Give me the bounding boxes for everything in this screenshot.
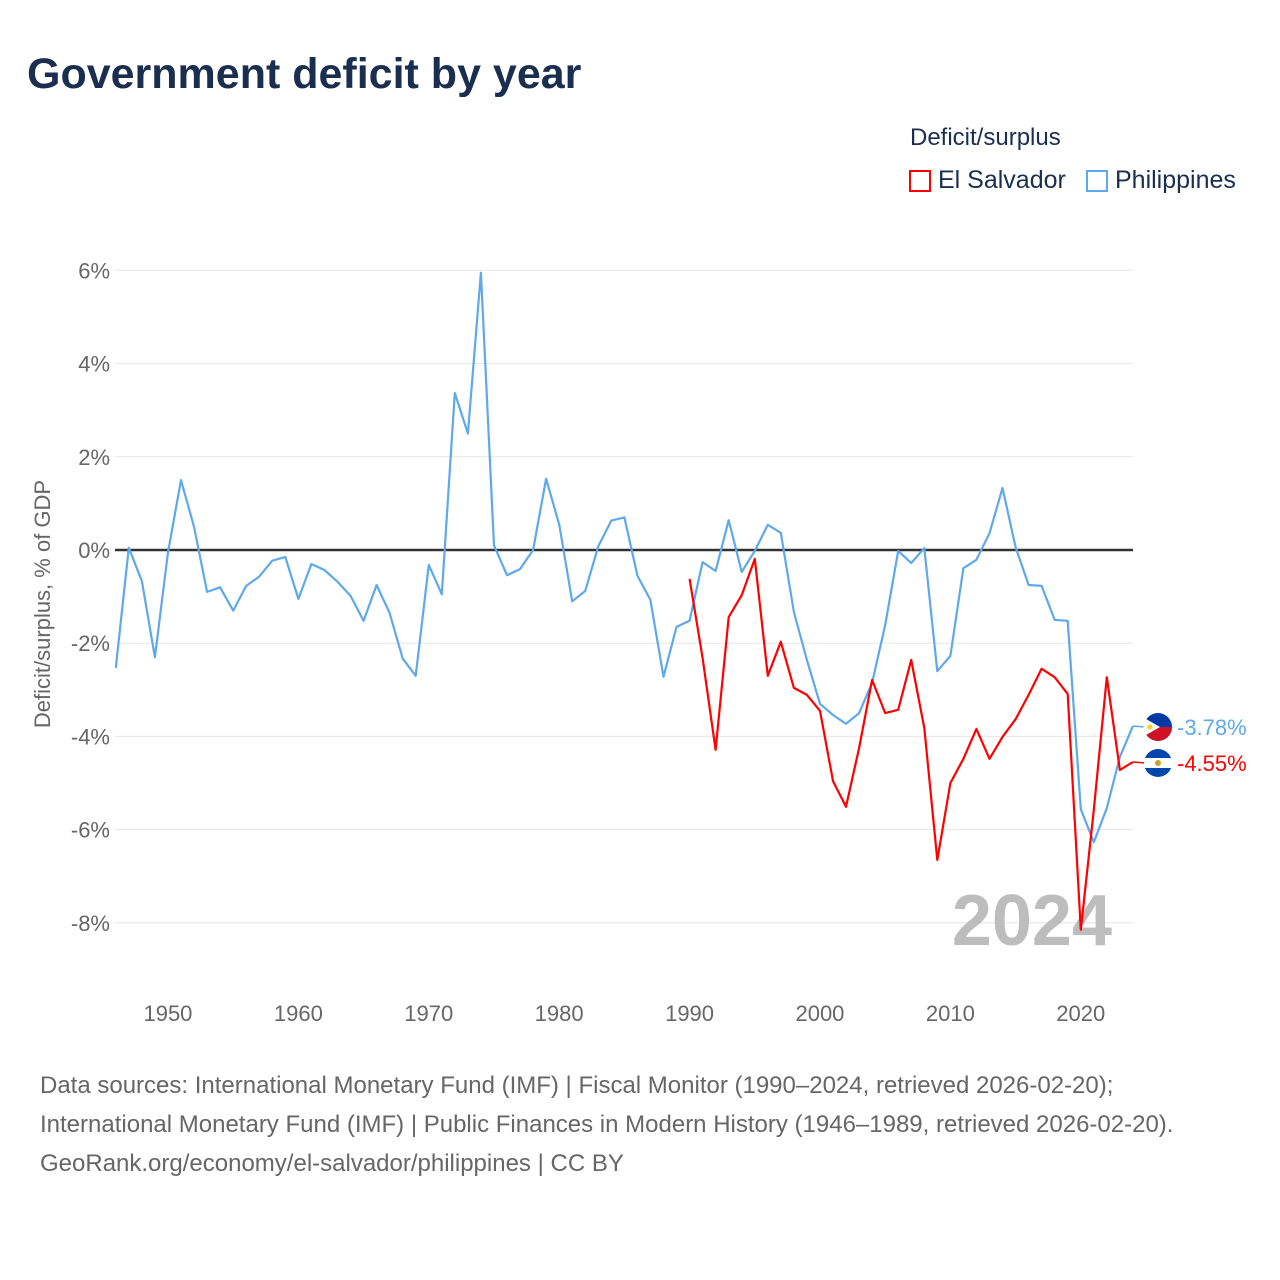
x-tick-label: 2010	[926, 1001, 975, 1026]
series-line-philippines	[114, 271, 1134, 844]
credit-link[interactable]: GeoRank.org/economy/el-salvador/philippi…	[40, 1150, 624, 1177]
x-tick-label: 1970	[404, 1001, 453, 1026]
end-label-el-salvador: -4.55%	[1177, 751, 1247, 776]
year-watermark: 2024	[952, 881, 1112, 961]
footer: Data sources: International Monetary Fun…	[40, 1066, 1240, 1183]
data-sources: Data sources: International Monetary Fun…	[40, 1072, 1174, 1138]
y-tick-label: 6%	[78, 258, 110, 283]
end-label-philippines: -3.78%	[1177, 715, 1247, 740]
el-salvador-flag-emblem	[1155, 760, 1161, 766]
y-tick-label: -4%	[71, 724, 110, 749]
chart-title: Government deficit by year	[27, 50, 582, 98]
y-tick-label: -8%	[71, 911, 110, 936]
y-tick-label: 2%	[78, 445, 110, 470]
x-tick-label: 1990	[665, 1001, 714, 1026]
legend-swatch-el-salvador	[909, 169, 931, 192]
y-tick-label: -2%	[71, 631, 110, 656]
y-tick-label: 4%	[78, 352, 110, 377]
line-chart: 6% 4% 2% 0% -2% -4% -6% -8% 1950 1960 1970 1980 1990…	[30, 258, 1247, 1026]
series-line-el-salvador	[688, 557, 1134, 931]
x-tick-label: 1980	[535, 1001, 584, 1026]
x-tick-label: 1950	[143, 1001, 192, 1026]
legend-label: El Salvador	[938, 166, 1066, 194]
x-tick-label: 2020	[1056, 1001, 1105, 1026]
end-label-connector	[1132, 761, 1146, 764]
y-tick-label: 0%	[78, 538, 110, 563]
legend-swatch-philippines	[1086, 169, 1108, 192]
legend-label: Philippines	[1115, 166, 1236, 194]
x-tick-label: 1960	[274, 1001, 323, 1026]
legend-item-philippines[interactable]: Philippines	[1086, 166, 1236, 195]
y-axis-label: Deficit/surplus, % of GDP	[30, 480, 55, 728]
legend-item-el-salvador[interactable]: El Salvador	[909, 166, 1066, 195]
y-tick-label: -6%	[71, 818, 110, 843]
end-label-connector	[1132, 725, 1146, 728]
philippines-flag-sun	[1147, 724, 1153, 730]
legend-title: Deficit/surplus	[910, 124, 1061, 151]
x-tick-label: 2000	[795, 1001, 844, 1026]
